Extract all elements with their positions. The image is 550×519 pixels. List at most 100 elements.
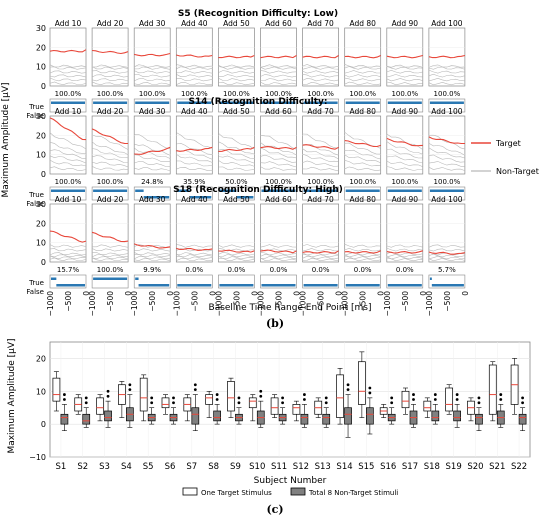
target-trace — [176, 247, 213, 251]
nontarget-trace — [386, 160, 423, 167]
c-xtick: S8 — [208, 462, 219, 472]
nontarget-trace — [176, 253, 213, 258]
subplot-frame — [218, 115, 255, 175]
nontarget-trace — [176, 166, 213, 172]
nontarget-trace — [428, 161, 465, 168]
row-3-false-label: False — [26, 288, 44, 296]
c-box — [82, 413, 91, 425]
accuracy-bar-true — [177, 189, 190, 192]
c-outlier — [455, 398, 459, 401]
row-2-true-label: True — [28, 191, 44, 199]
nontarget-trace — [428, 154, 465, 163]
xtick-label: 0 — [208, 291, 217, 296]
nontarget-trace — [176, 66, 213, 70]
xtick-label: 0 — [377, 291, 386, 296]
nontarget-trace — [428, 134, 465, 150]
c-box — [300, 413, 309, 425]
subplot-frame — [91, 115, 129, 175]
accuracy-bar-false — [303, 284, 338, 287]
nontarget-trace — [91, 254, 129, 258]
target-trace — [428, 136, 465, 145]
nontarget-trace — [302, 253, 339, 258]
c-xtick: S10 — [249, 462, 265, 472]
row-3-ytick-10: 10 — [36, 239, 46, 248]
nontarget-trace — [344, 142, 381, 155]
nontarget-trace — [49, 142, 87, 155]
nontarget-trace — [260, 78, 297, 82]
target-trace — [260, 55, 297, 59]
accuracy-bar-false — [261, 284, 296, 287]
target-trace — [302, 55, 339, 59]
subplot-frame — [344, 115, 382, 175]
nontarget-trace — [344, 64, 381, 68]
subplot-title: Add 20 — [97, 107, 124, 116]
row-2-ytick-30: 30 — [36, 112, 46, 121]
c-box — [139, 377, 148, 412]
subplot-frame — [175, 203, 213, 263]
xtick-label: −1000 — [172, 291, 181, 317]
accuracy-label: 100.0% — [349, 178, 376, 186]
nontarget-trace — [49, 155, 87, 164]
target-trace — [302, 250, 339, 254]
legend-nontarget-box — [290, 487, 306, 496]
accuracy-label: 100.0% — [307, 178, 334, 186]
target-trace — [134, 146, 171, 155]
nontarget-trace — [218, 77, 255, 82]
c-ytick: 10 — [36, 387, 46, 396]
nontarget-trace — [218, 74, 255, 78]
c-outlier — [433, 398, 437, 401]
c-box — [366, 407, 374, 425]
nontarget-trace — [134, 143, 171, 156]
nontarget-trace — [344, 255, 381, 260]
c-box — [292, 404, 301, 415]
nontarget-trace — [218, 248, 255, 252]
nontarget-trace — [260, 161, 297, 168]
subplot-title: Add 10 — [55, 19, 82, 28]
c-box — [213, 410, 221, 422]
c-outlier — [106, 394, 110, 398]
nontarget-trace — [176, 64, 213, 68]
c-box — [401, 390, 410, 409]
nontarget-trace — [386, 256, 423, 260]
accuracy-label: 100.0% — [391, 178, 418, 186]
target-trace — [91, 128, 129, 145]
nontarget-trace — [302, 77, 339, 82]
nontarget-trace — [176, 82, 213, 86]
c-outlier — [368, 386, 372, 390]
target-trace — [176, 146, 213, 152]
accuracy-bar-true — [135, 101, 170, 104]
accuracy-label: 100.0% — [265, 90, 292, 98]
nontarget-trace — [260, 66, 297, 70]
c-box — [270, 397, 279, 415]
nontarget-trace — [386, 74, 423, 78]
nontarget-trace — [91, 66, 129, 70]
nontarget-trace — [176, 160, 213, 167]
nontarget-trace — [386, 244, 423, 248]
nontarget-trace — [218, 255, 255, 260]
nontarget-trace — [302, 255, 339, 260]
nontarget-trace — [302, 133, 339, 149]
nontarget-trace — [91, 81, 129, 86]
legend-target-label: Target — [495, 139, 521, 148]
c-box — [423, 400, 432, 412]
nontarget-trace — [428, 257, 465, 262]
accuracy-bar-true — [93, 101, 128, 104]
nontarget-trace — [49, 244, 87, 248]
c-xtick: S12 — [293, 462, 309, 472]
c-outlier — [215, 398, 219, 401]
xtick-label: −1000 — [257, 291, 266, 317]
accuracy-bar-true — [261, 101, 296, 104]
accuracy-label: 9.9% — [143, 266, 161, 274]
nontarget-trace — [134, 66, 171, 70]
nontarget-trace — [386, 141, 423, 155]
nontarget-trace — [302, 73, 339, 78]
c-outlier — [150, 401, 154, 405]
nontarget-trace — [428, 66, 465, 70]
nontarget-trace — [92, 252, 129, 256]
accuracy-bar-true — [51, 189, 85, 192]
nontarget-trace — [134, 258, 171, 262]
nontarget-trace — [428, 77, 465, 82]
panel-c-caption: (c) — [266, 503, 283, 516]
nontarget-trace — [91, 74, 129, 78]
nontarget-trace — [344, 74, 381, 78]
